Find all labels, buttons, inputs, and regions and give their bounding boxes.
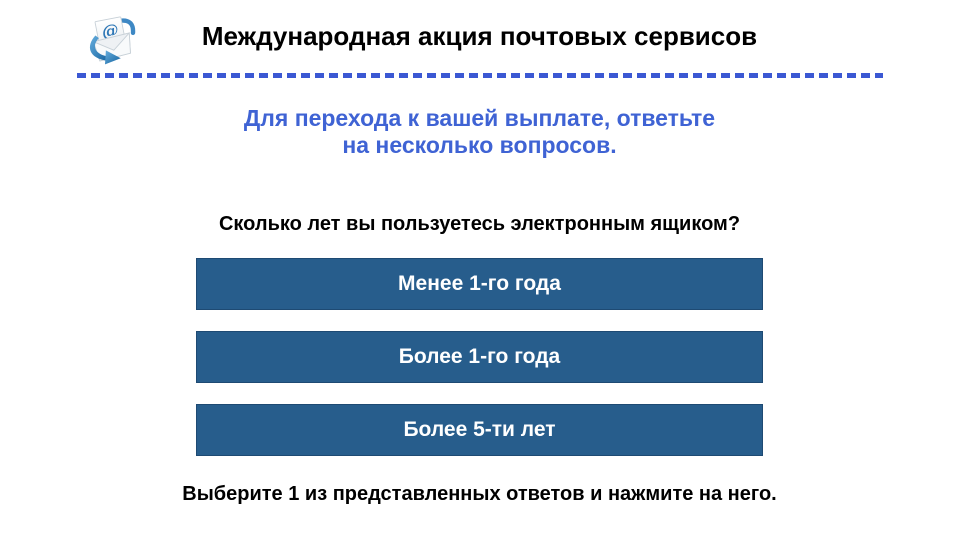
email-envelope-logo-icon: @ bbox=[84, 12, 140, 66]
intro-line-2: на несколько вопросов. bbox=[342, 132, 617, 158]
page-header: @ Международная акция почтовых сервисов bbox=[0, 0, 959, 65]
instruction-text: Выберите 1 из представленных ответов и н… bbox=[182, 483, 777, 505]
answer-button-less-than-1-year[interactable]: Менее 1-го года bbox=[196, 258, 763, 310]
answer-button-more-than-5-years[interactable]: Более 5-ти лет bbox=[196, 404, 763, 456]
dashed-divider bbox=[76, 73, 883, 78]
intro-line-1: Для перехода к вашей выплате, ответьте bbox=[243, 105, 716, 131]
answer-button-more-than-1-year[interactable]: Более 1-го года bbox=[196, 331, 763, 383]
survey-question: Сколько лет вы пользуетесь электронным я… bbox=[218, 213, 741, 235]
intro-text: Для перехода к вашей выплате, ответьте на… bbox=[0, 105, 959, 159]
page-title: Международная акция почтовых сервисов bbox=[201, 21, 758, 51]
answer-list: Менее 1-го года Более 1-го года Более 5-… bbox=[0, 258, 959, 456]
